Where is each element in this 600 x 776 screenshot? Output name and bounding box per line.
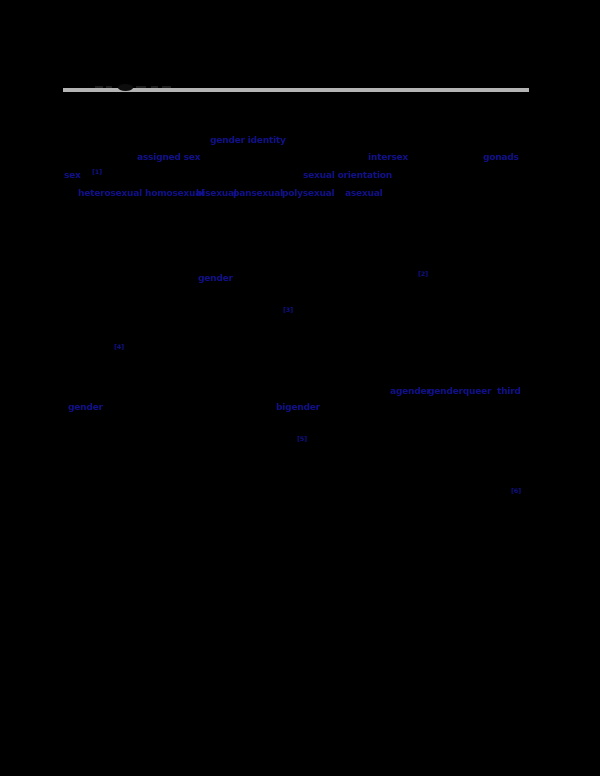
header-logo-remnant (118, 84, 133, 91)
header-text-remnant (162, 86, 171, 88)
link-agender[interactable]: agender (390, 387, 431, 397)
citation-1[interactable]: [1] (92, 168, 102, 176)
link-gender[interactable]: gender (198, 274, 233, 284)
link-bisexual[interactable]: bisexual (196, 189, 237, 199)
link-pansexual[interactable]: pansexual (233, 189, 283, 199)
header-text-remnant (136, 86, 146, 88)
citation-5[interactable]: [5] (297, 435, 307, 443)
header-text-remnant (106, 86, 112, 88)
link-heterosexual[interactable]: heterosexual (78, 189, 142, 199)
header-text-remnant (95, 86, 103, 88)
link-polysexual[interactable]: polysexual (282, 189, 335, 199)
link-assigned-sex[interactable]: assigned sex (137, 153, 201, 163)
link-gonads[interactable]: gonads (483, 153, 519, 163)
link-gender-identity[interactable]: gender identity (210, 136, 286, 146)
header-divider-rule (63, 88, 529, 92)
link-bigender[interactable]: bigender (276, 403, 320, 413)
link-sexual-orientation[interactable]: sexual orientation (303, 171, 392, 181)
link-asexual[interactable]: asexual (345, 189, 383, 199)
citation-4[interactable]: [4] (114, 343, 124, 351)
link-gender-2[interactable]: gender (68, 403, 103, 413)
link-genderqueer[interactable]: genderqueer (428, 387, 492, 397)
link-third[interactable]: third (497, 387, 521, 397)
citation-2[interactable]: [2] (418, 270, 428, 278)
link-homosexual[interactable]: homosexual (145, 189, 204, 199)
citation-3[interactable]: [3] (283, 306, 293, 314)
header-text-remnant (151, 86, 158, 88)
link-intersex[interactable]: intersex (368, 153, 409, 163)
citation-6[interactable]: [6] (511, 487, 521, 495)
link-sex[interactable]: sex (64, 171, 81, 181)
